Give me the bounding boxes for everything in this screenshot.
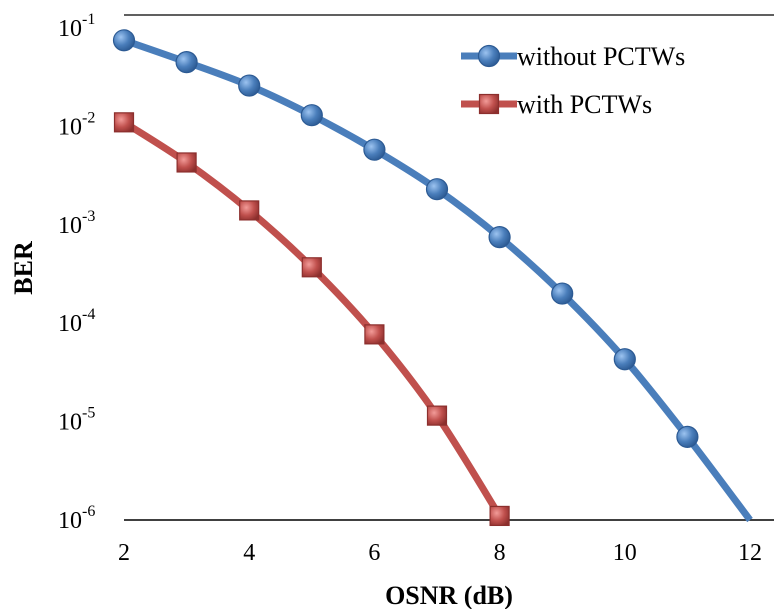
- legend-item: without PCTWs: [461, 42, 685, 71]
- legend-label: with PCTWs: [517, 90, 652, 119]
- x-axis-title: OSNR (dB): [385, 581, 513, 609]
- axes: [124, 15, 774, 520]
- data-point-circle: [114, 30, 135, 51]
- y-tick-label: 10-1: [58, 11, 95, 42]
- y-tick-label: 10-2: [58, 109, 95, 140]
- data-point-circle: [489, 227, 510, 248]
- y-tick-labels: 10-1 10-2 10-3 10-4 10-5 10-6: [58, 11, 95, 534]
- data-point-circle: [552, 283, 573, 304]
- data-point-square: [490, 506, 509, 525]
- data-point-circle: [301, 105, 322, 126]
- x-tick-label: 12: [738, 540, 762, 566]
- data-point-circle: [677, 426, 698, 447]
- data-point-square: [428, 406, 447, 425]
- y-tick-label: 10-6: [58, 503, 95, 534]
- legend-marker-square: [480, 95, 499, 114]
- x-tick-label: 4: [243, 540, 255, 566]
- series-layer: [114, 30, 751, 526]
- x-tick-label: 8: [494, 540, 506, 566]
- y-tick-label: 10-5: [58, 405, 95, 436]
- data-point-circle: [427, 179, 448, 200]
- series-1: [114, 30, 751, 520]
- series-line: [124, 40, 750, 520]
- x-tick-label: 2: [118, 540, 130, 566]
- data-point-circle: [614, 349, 635, 370]
- legend-label: without PCTWs: [517, 42, 685, 71]
- data-point-circle: [176, 52, 197, 73]
- data-point-circle: [364, 139, 385, 160]
- data-point-square: [240, 201, 259, 220]
- data-point-square: [115, 113, 134, 132]
- x-tick-label: 10: [613, 540, 637, 566]
- y-tick-label: 10-4: [58, 306, 95, 337]
- data-point-square: [302, 258, 321, 277]
- series-2: [115, 113, 510, 526]
- x-tick-labels: 2 4 6 8 10 12: [118, 540, 762, 566]
- y-tick-label: 10-3: [58, 208, 95, 239]
- data-point-square: [365, 325, 384, 344]
- y-axis-title: BER: [9, 241, 38, 295]
- legend-item: with PCTWs: [461, 90, 652, 119]
- data-point-square: [177, 153, 196, 172]
- x-tick-label: 6: [368, 540, 380, 566]
- data-point-circle: [239, 75, 260, 96]
- legend: without PCTWs with PCTWs: [461, 42, 685, 119]
- legend-marker-circle: [479, 46, 500, 67]
